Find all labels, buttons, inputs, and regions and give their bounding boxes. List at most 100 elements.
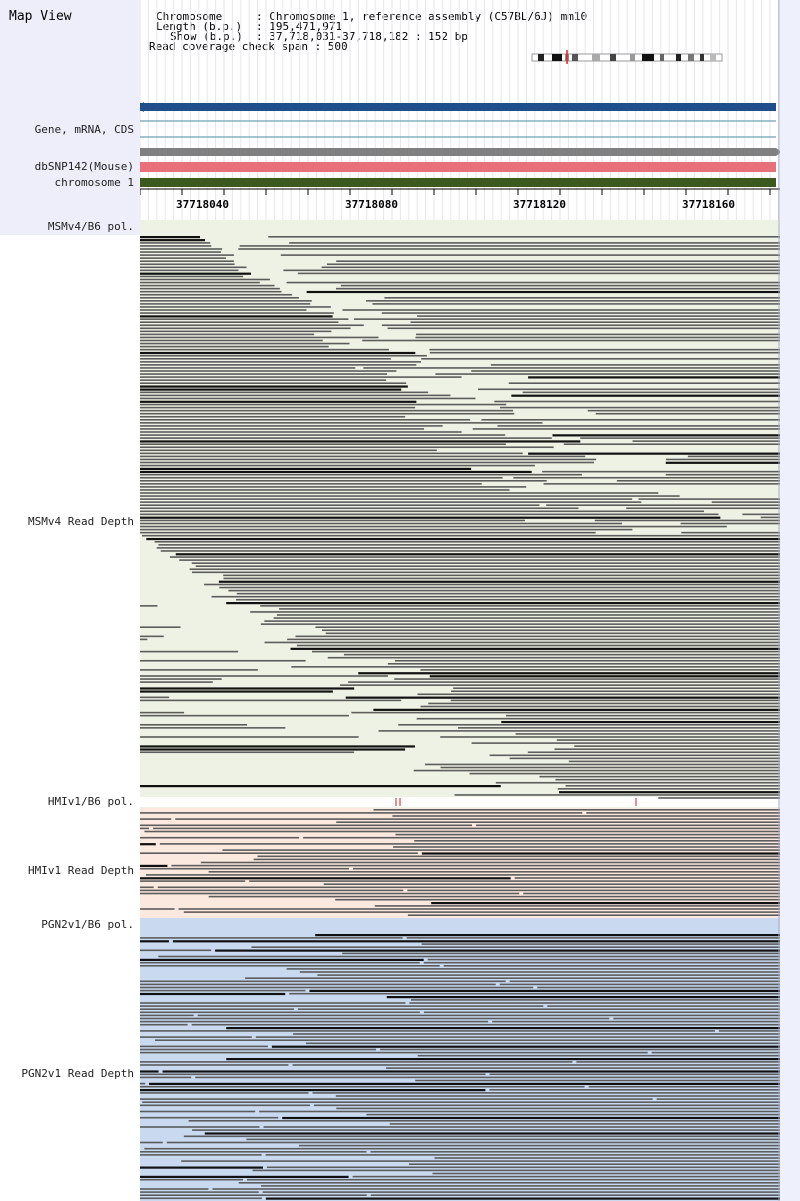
read-alignment xyxy=(145,874,780,876)
read-alignment xyxy=(336,1107,780,1110)
gene-direction-arrow xyxy=(140,102,144,112)
read-alignment xyxy=(140,843,156,846)
track-label-pgn-depth[interactable]: PGN2v1 Read Depth xyxy=(21,1067,134,1080)
read-alignment xyxy=(140,687,355,690)
read-alignment xyxy=(140,382,407,384)
read-alignment xyxy=(313,1104,780,1107)
read-alignment xyxy=(154,541,780,543)
read-alignment xyxy=(140,443,506,445)
read-alignment xyxy=(528,376,780,379)
read-alignment xyxy=(509,757,780,760)
read-alignment xyxy=(140,300,312,302)
hmi-pol-background xyxy=(140,797,780,807)
read-alignment xyxy=(158,955,780,958)
read-alignment xyxy=(336,821,780,823)
track-label-hmi-pol[interactable]: HMIv1/B6 pol. xyxy=(47,795,134,808)
read-alignment xyxy=(339,684,780,686)
read-alignment xyxy=(144,1147,780,1150)
read-alignment xyxy=(264,620,780,622)
read-alignment xyxy=(335,1095,780,1097)
read-alignment xyxy=(140,877,511,880)
read-alignment xyxy=(140,852,418,854)
read-alignment xyxy=(556,739,780,741)
read-alignment xyxy=(140,605,158,607)
read-alignment xyxy=(140,650,239,653)
read-alignment xyxy=(509,980,780,983)
read-alignment xyxy=(638,498,780,500)
read-alignment xyxy=(154,1039,780,1041)
read-alignment xyxy=(178,908,780,910)
ruler-tick-label: 37718040 xyxy=(176,198,229,211)
read-alignment xyxy=(140,812,583,814)
read-alignment xyxy=(140,400,417,403)
read-alignment xyxy=(195,1076,780,1079)
read-alignment xyxy=(140,342,350,345)
read-alignment xyxy=(146,537,780,541)
read-alignment xyxy=(414,840,780,842)
ruler-tick-label: 37718160 xyxy=(682,198,735,211)
read-alignment xyxy=(140,412,515,415)
read-alignment xyxy=(140,437,552,439)
read-alignment xyxy=(140,751,355,754)
read-alignment xyxy=(389,1123,780,1125)
read-alignment xyxy=(335,287,780,290)
read-alignment xyxy=(523,892,780,895)
track-label-msm-depth[interactable]: MSMv4 Read Depth xyxy=(28,515,134,528)
read-alignment xyxy=(681,531,780,534)
ideogram-band xyxy=(710,54,716,61)
genome-browser-plot[interactable] xyxy=(140,0,780,1201)
read-alignment xyxy=(259,1110,780,1113)
show-value: : 37,718,031-37,718,182 : 152 bp xyxy=(256,30,468,43)
track-label-dbsnp[interactable]: dbSNP142(Mouse) xyxy=(34,160,134,173)
read-alignment xyxy=(140,263,235,266)
track-label-hmi-depth[interactable]: HMIv1 Read Depth xyxy=(28,864,134,877)
left-label-column xyxy=(0,0,140,235)
read-alignment xyxy=(411,999,780,1001)
read-alignment xyxy=(140,409,514,412)
ideogram-band xyxy=(572,54,578,61)
track-label-msm-pol[interactable]: MSMv4/B6 pol. xyxy=(47,220,134,233)
read-alignment xyxy=(140,236,200,239)
read-alignment xyxy=(279,608,780,610)
read-alignment xyxy=(594,519,780,522)
read-alignment xyxy=(140,476,503,479)
read-alignment xyxy=(140,452,523,455)
read-alignment xyxy=(140,324,364,327)
read-alignment xyxy=(140,513,719,516)
read-alignment xyxy=(211,595,780,598)
read-alignment xyxy=(312,1092,780,1094)
track-label-pgn-pol[interactable]: PGN2v1/B6 pol. xyxy=(41,918,134,931)
read-alignment xyxy=(140,385,408,388)
read-alignment xyxy=(381,312,780,314)
read-alignment xyxy=(568,760,780,763)
read-alignment xyxy=(140,1151,367,1153)
read-alignment xyxy=(499,983,780,986)
read-alignment xyxy=(140,818,172,820)
ideogram-band xyxy=(592,54,600,61)
read-alignment xyxy=(140,306,331,308)
read-alignment xyxy=(362,339,780,342)
read-alignment xyxy=(140,428,425,430)
read-alignment xyxy=(140,1020,489,1023)
read-alignment xyxy=(140,824,473,827)
read-alignment xyxy=(312,650,780,653)
read-alignment xyxy=(290,647,780,650)
read-alignment xyxy=(140,889,404,892)
read-alignment xyxy=(140,1116,279,1119)
track-label-gene[interactable]: Gene, mRNA, CDS xyxy=(34,123,134,136)
read-alignment xyxy=(435,373,780,375)
read-alignment xyxy=(251,946,780,948)
read-alignment xyxy=(226,602,780,605)
read-alignment xyxy=(271,1045,780,1048)
read-alignment xyxy=(140,827,150,830)
read-alignment xyxy=(140,242,211,244)
read-alignment xyxy=(140,275,244,278)
read-alignment xyxy=(417,693,780,696)
read-alignment xyxy=(260,605,780,607)
read-alignment xyxy=(489,1073,780,1076)
read-alignment xyxy=(431,902,780,905)
read-alignment xyxy=(336,260,780,262)
ideogram-band xyxy=(552,54,562,61)
read-alignment xyxy=(511,394,780,397)
read-alignment xyxy=(522,391,780,394)
